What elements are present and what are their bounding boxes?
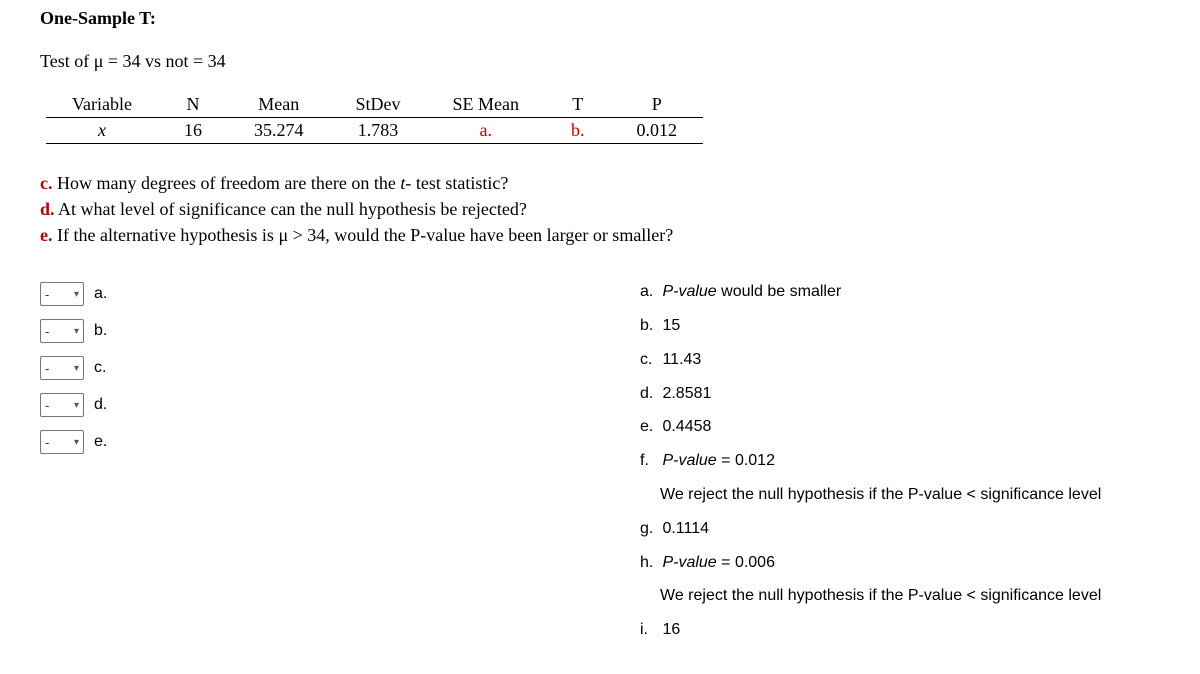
match-select-b[interactable]: - ▾	[40, 319, 84, 343]
col-p: P	[610, 92, 703, 118]
answer-text: 16	[662, 621, 680, 638]
col-t: T	[545, 92, 611, 118]
answer-a: a. P-value would be smaller	[640, 282, 1101, 303]
page-title: One-Sample T:	[40, 8, 1160, 29]
answer-label: i.	[640, 620, 658, 641]
answer-text: = 0.012	[717, 452, 775, 469]
match-row: - ▾ c.	[40, 356, 640, 380]
chevron-down-icon: ▾	[74, 326, 79, 337]
match-row: - ▾ e.	[40, 430, 640, 454]
answer-label: h.	[640, 553, 658, 574]
match-row: - ▾ b.	[40, 319, 640, 343]
answer-text: 0.4458	[662, 418, 711, 435]
answer-b: b. 15	[640, 316, 1101, 337]
answer-c: c. 11.43	[640, 350, 1101, 371]
question-block: c. How many degrees of freedom are there…	[40, 170, 1160, 248]
col-n: N	[158, 92, 228, 118]
answer-text: 2.8581	[662, 385, 711, 402]
col-variable: Variable	[46, 92, 158, 118]
cell-n: 16	[158, 118, 228, 144]
answer-d: d. 2.8581	[640, 384, 1101, 405]
answer-text: = 0.006	[717, 554, 775, 571]
stats-table: Variable N Mean StDev SE Mean T P x 16 3…	[46, 92, 703, 144]
col-mean: Mean	[228, 92, 330, 118]
answer-h-sub: We reject the null hypothesis if the P-v…	[660, 586, 1101, 607]
answer-label: g.	[640, 519, 658, 540]
answer-e: e. 0.4458	[640, 417, 1101, 438]
hypothesis-line: Test of μ = 34 vs not = 34	[40, 51, 1160, 72]
answer-f-sub: We reject the null hypothesis if the P-v…	[660, 485, 1101, 506]
chevron-down-icon: ▾	[74, 363, 79, 374]
question-e: If the alternative hypothesis is μ > 34,…	[53, 225, 674, 245]
answer-text: 11.43	[662, 351, 701, 368]
match-label: e.	[94, 433, 107, 451]
question-d: At what level of significance can the nu…	[55, 199, 527, 219]
answer-text-italic: P-value	[662, 554, 716, 571]
label-e: e.	[40, 225, 53, 245]
match-label: c.	[94, 359, 106, 377]
answer-g: g. 0.1114	[640, 519, 1101, 540]
question-c-ital: t-	[400, 173, 411, 193]
match-select-e[interactable]: - ▾	[40, 430, 84, 454]
match-label: d.	[94, 396, 107, 414]
cell-variable: x	[46, 118, 158, 144]
answer-label: e.	[640, 417, 658, 438]
answer-label: b.	[640, 316, 658, 337]
answer-text: would be smaller	[717, 283, 842, 300]
answer-label: c.	[640, 350, 658, 371]
cell-mean: 35.274	[228, 118, 330, 144]
col-semean: SE Mean	[426, 92, 545, 118]
answer-text: 15	[662, 317, 680, 334]
cell-t-blank: b.	[545, 118, 611, 144]
select-value: -	[45, 435, 49, 450]
cell-semean-blank: a.	[426, 118, 545, 144]
match-row: - ▾ d.	[40, 393, 640, 417]
label-d: d.	[40, 199, 55, 219]
cell-p: 0.012	[610, 118, 703, 144]
match-select-a[interactable]: - ▾	[40, 282, 84, 306]
chevron-down-icon: ▾	[74, 437, 79, 448]
answer-h: h. P-value = 0.006	[640, 553, 1101, 574]
answer-text: 0.1114	[662, 520, 709, 537]
answer-text-italic: P-value	[662, 452, 716, 469]
answer-label: f.	[640, 451, 658, 472]
answer-i: i. 16	[640, 620, 1101, 641]
cell-stdev: 1.783	[329, 118, 426, 144]
table-row: x 16 35.274 1.783 a. b. 0.012	[46, 118, 703, 144]
answer-label: d.	[640, 384, 658, 405]
select-value: -	[45, 361, 49, 376]
match-row: - ▾ a.	[40, 282, 640, 306]
match-left-column: - ▾ a. - ▾ b. - ▾ c.	[40, 282, 640, 467]
answer-choices: a. P-value would be smaller b. 15 c. 11.…	[640, 282, 1101, 654]
col-stdev: StDev	[329, 92, 426, 118]
match-select-d[interactable]: - ▾	[40, 393, 84, 417]
match-label: b.	[94, 322, 107, 340]
chevron-down-icon: ▾	[74, 289, 79, 300]
answer-f: f. P-value = 0.012	[640, 451, 1101, 472]
question-c-part2: test statistic?	[411, 173, 508, 193]
select-value: -	[45, 398, 49, 413]
select-value: -	[45, 287, 49, 302]
label-c: c.	[40, 173, 53, 193]
match-label: a.	[94, 285, 107, 303]
select-value: -	[45, 324, 49, 339]
question-c-part1: How many degrees of freedom are there on…	[53, 173, 401, 193]
answer-text-italic: P-value	[662, 283, 716, 300]
chevron-down-icon: ▾	[74, 400, 79, 411]
answer-label: a.	[640, 282, 658, 303]
match-select-c[interactable]: - ▾	[40, 356, 84, 380]
